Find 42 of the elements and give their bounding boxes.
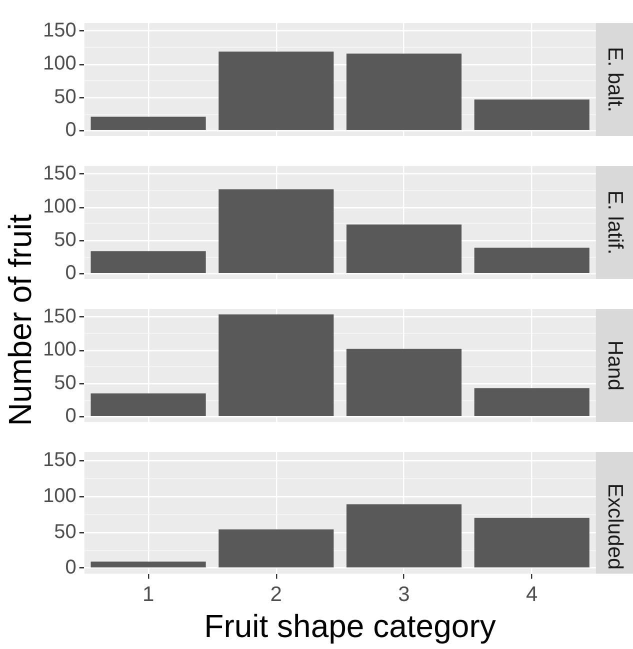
y-tick-label: 100 <box>42 52 76 75</box>
y-tick-label: 150 <box>42 162 76 184</box>
text: E. latif. <box>604 190 627 255</box>
bar <box>474 99 590 130</box>
bar <box>90 251 206 273</box>
bar <box>346 348 462 416</box>
bar <box>218 314 334 416</box>
bar <box>218 189 334 273</box>
bar <box>474 248 590 273</box>
bar <box>218 529 334 568</box>
y-tick-label: 50 <box>54 372 76 394</box>
text: Excluded <box>604 483 627 570</box>
y-tick-label: 150 <box>42 305 76 328</box>
y-tick-label: 0 <box>65 119 76 142</box>
bar <box>346 224 462 273</box>
x-tick-label: 2 <box>270 583 282 606</box>
x-tick-label: 3 <box>398 583 410 606</box>
bar <box>474 518 590 568</box>
bar <box>90 393 206 416</box>
y-tick-label: 50 <box>54 86 76 108</box>
bar <box>474 388 590 416</box>
y-tick-label: 50 <box>54 520 76 543</box>
bar <box>90 562 206 568</box>
bar <box>90 116 206 130</box>
text: E. balt. <box>604 46 627 112</box>
y-tick-label: 0 <box>65 405 76 428</box>
x-axis-title: Fruit shape category <box>203 607 497 646</box>
x-tick-label: 4 <box>526 583 538 606</box>
bar <box>218 52 334 130</box>
x-tick-label: 1 <box>142 583 154 606</box>
y-tick-label: 0 <box>65 262 76 284</box>
bar <box>346 54 462 130</box>
text: Hand <box>604 340 627 391</box>
y-axis-title: Number of fruit <box>1 213 39 428</box>
bar <box>346 504 462 568</box>
y-tick-label: 0 <box>65 556 76 579</box>
y-tick-label: 150 <box>42 19 76 42</box>
y-tick-label: 100 <box>42 338 76 361</box>
y-tick-label: 150 <box>42 449 76 472</box>
y-tick-label: 100 <box>42 484 76 507</box>
y-tick-label: 50 <box>54 228 76 251</box>
y-tick-label: 100 <box>42 196 76 218</box>
